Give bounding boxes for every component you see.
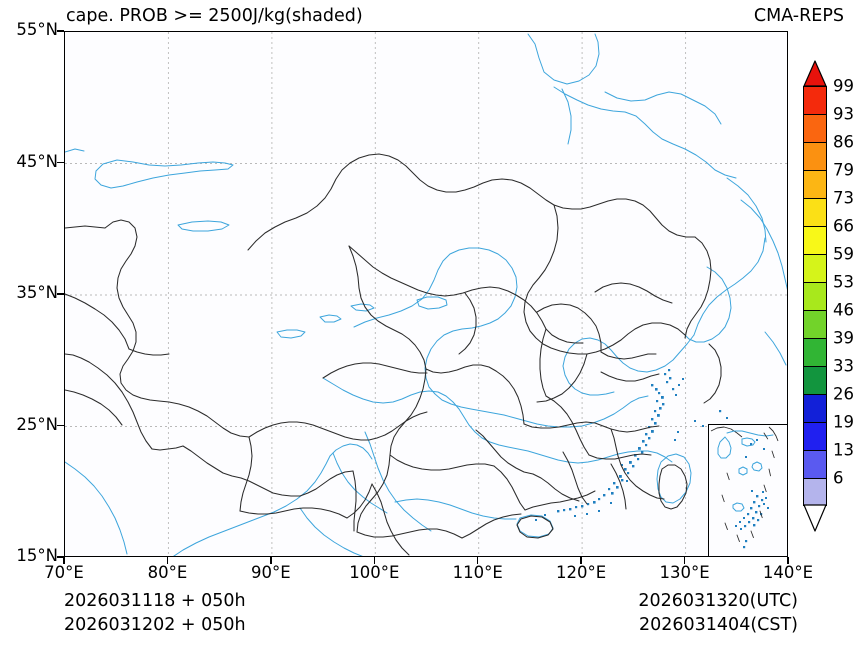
x-tick-label: 140°E [762, 563, 814, 582]
gridlines [65, 32, 787, 556]
colorbar-tick-label: 13 [833, 440, 854, 460]
colorbar-band [804, 451, 826, 479]
y-tick-label: 45°N [16, 151, 58, 171]
model-label: CMA-REPS [753, 6, 844, 26]
y-tick-label: 25°N [16, 414, 58, 434]
x-tick-mark [787, 557, 789, 564]
colorbar-tick-label: 53 [833, 272, 854, 292]
colorbar-tick-label: 33 [833, 356, 854, 376]
colorbar-tick-label: 26 [833, 384, 854, 404]
x-tick-mark [580, 557, 582, 564]
colorbar-band [804, 87, 826, 115]
y-tick-mark [57, 424, 64, 427]
x-tick-mark [683, 557, 686, 564]
colorbar-tick-label: 46 [833, 300, 854, 320]
x-tick-mark [270, 557, 272, 564]
inset-canvas [710, 426, 779, 549]
footer-valid-time-cst: 2026031404(CST) [638, 615, 798, 635]
x-tick-mark [477, 557, 479, 564]
colorbar-tick-label: 66 [833, 216, 854, 236]
colorbar-tick-label: 86 [833, 132, 854, 152]
x-tick-label: 100°E [349, 563, 400, 582]
plot-title: cape. PROB >= 2500J/kg(shaded) [66, 6, 363, 26]
colorbar-tick-label: 59 [833, 244, 854, 264]
hydrography-layer [65, 33, 787, 556]
y-tick-mark [57, 556, 64, 558]
colorbar-tick-label: 73 [833, 188, 854, 208]
x-tick-label: 90°E [251, 563, 291, 582]
colorbar-band [804, 339, 826, 367]
colorbar-band [804, 479, 826, 507]
colorbar-band [804, 395, 826, 423]
colorbar-band [804, 255, 826, 283]
y-tick-label: 35°N [16, 283, 58, 302]
footer-init-time-cst: 2026031202 + 050h [64, 615, 246, 635]
x-tick-mark [166, 557, 169, 564]
colorbar-band [804, 311, 826, 339]
colorbar-top-arrow [803, 60, 827, 87]
colorbar-band [804, 423, 826, 451]
coastal-islands-layer [535, 369, 728, 521]
colorbar-bottom-arrow [803, 504, 827, 532]
y-tick-label: 15°N [16, 546, 58, 565]
colorbar-band [804, 199, 826, 227]
y-tick-mark [57, 30, 64, 32]
colorbar-tick-label: 93 [833, 104, 854, 124]
colorbar-tick-label: 99 [833, 76, 854, 96]
y-tick-mark [57, 161, 64, 164]
x-tick-mark [373, 557, 375, 564]
x-tick-label: 70°E [44, 563, 84, 582]
colorbar-band [804, 143, 826, 171]
colorbar-bands [803, 86, 827, 507]
colorbar-band [804, 171, 826, 199]
colorbar-tick-label: 19 [833, 412, 854, 432]
x-tick-label: 130°E [659, 563, 710, 582]
colorbar-tick-label: 39 [833, 328, 854, 348]
colorbar[interactable]: 99 93 86 79 73 66 59 53 46 39 33 26 19 13 6 [803, 60, 854, 532]
colorbar-band [804, 283, 826, 311]
administrative-boundaries [65, 153, 722, 556]
colorbar-band [804, 367, 826, 395]
map-plot-area[interactable]: No: GS (2019) 1786 [64, 31, 788, 557]
colorbar-tick-label: 6 [833, 468, 844, 488]
footer-valid-time-utc: 2026031320(UTC) [638, 591, 798, 611]
y-tick-mark [57, 293, 64, 295]
y-tick-label: 55°N [16, 20, 58, 39]
x-tick-mark [63, 557, 65, 564]
map-canvas [65, 32, 787, 556]
south-china-sea-inset[interactable] [708, 424, 788, 557]
x-tick-label: 80°E [147, 563, 188, 582]
colorbar-tick-label: 79 [833, 160, 854, 180]
x-tick-label: 120°E [556, 563, 607, 582]
x-tick-label: 110°E [452, 563, 503, 582]
footer-init-time-utc: 2026031118 + 050h [64, 591, 246, 611]
colorbar-band [804, 227, 826, 255]
colorbar-band [804, 115, 826, 143]
